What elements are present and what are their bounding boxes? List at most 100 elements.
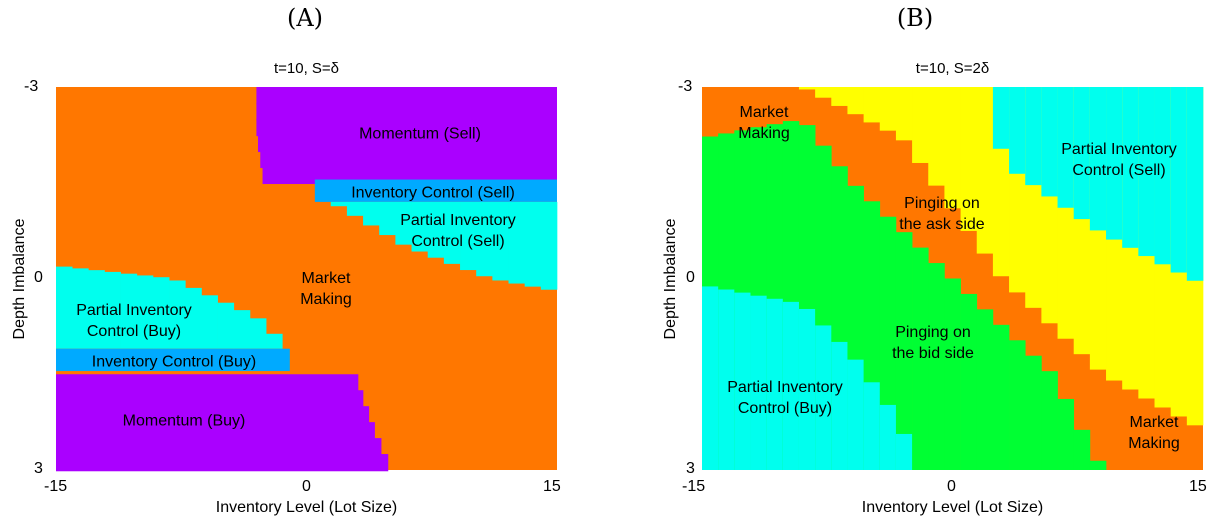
- region-cell: [879, 87, 897, 131]
- region-cell: [1089, 460, 1107, 470]
- region-cell: [992, 87, 1010, 149]
- region-cell: [960, 87, 978, 231]
- region-cell: [260, 150, 557, 169]
- region-cell: [1073, 87, 1091, 220]
- region-cell: [1186, 87, 1204, 281]
- region-cell: [1138, 87, 1155, 257]
- region-cell: [750, 295, 767, 470]
- x-tick-label: 15: [1189, 478, 1207, 495]
- region-cell: [1041, 87, 1058, 197]
- region-cell: [815, 87, 832, 98]
- region-cell: [152, 277, 170, 349]
- x-tick-label: 15: [543, 478, 561, 495]
- region-cell: [782, 301, 800, 470]
- region-label-partial-inventory-control-buy: Partial Inventory Control (Buy): [727, 379, 843, 417]
- region-cell: [734, 292, 751, 470]
- region-cell: [201, 295, 218, 349]
- x-tick-label: -15: [44, 478, 68, 495]
- region-cell: [233, 310, 251, 349]
- region-cell: [256, 118, 557, 137]
- region-cell: [928, 87, 945, 186]
- region-cell: [1025, 87, 1042, 186]
- region-label-partial-inventory-control-buy: Partial Inventory Control (Buy): [76, 302, 192, 340]
- region-cell: [1009, 340, 1026, 470]
- region-cell: [104, 271, 121, 349]
- region-cell: [120, 273, 138, 349]
- region-cell: [976, 87, 994, 254]
- y-tick-label: 3: [686, 460, 695, 477]
- y-axis-label: Depth Imbalance: [11, 218, 28, 340]
- region-cell: [56, 348, 290, 372]
- region-cell: [912, 247, 929, 470]
- region-cell: [944, 278, 961, 470]
- x-tick-label: -15: [682, 478, 706, 495]
- region-cell: [476, 201, 493, 277]
- region-cell: [863, 87, 881, 123]
- region-label-partial-inventory-control-sell: Partial Inventory Control (Sell): [400, 212, 516, 250]
- region-cell: [56, 374, 359, 392]
- region-cell: [1025, 355, 1042, 470]
- x-axis-label: Inventory Level (Lot Size): [861, 499, 1044, 516]
- region-cell: [895, 433, 913, 470]
- y-tick-label: -3: [678, 78, 693, 95]
- region-cell: [944, 87, 961, 209]
- region-cell: [798, 308, 816, 470]
- region-cell: [831, 87, 848, 106]
- region-cell: [56, 454, 389, 472]
- region-map: [56, 87, 558, 472]
- region-cell: [1122, 87, 1139, 248]
- region-label-inventory-control-sell: Inventory Control (Sell): [351, 184, 515, 202]
- region-cell: [492, 201, 509, 281]
- chart-panel-b: (B) t=10, S=2δ -3 0 3 -15 0 15 Inventory…: [610, 0, 1220, 523]
- region-map: [702, 87, 1204, 471]
- region-cell: [72, 268, 89, 349]
- y-tick-label: 0: [34, 269, 43, 286]
- region-cell: [1057, 398, 1075, 470]
- y-tick-label: 3: [34, 460, 43, 477]
- region-cell: [540, 201, 558, 290]
- chart-title: t=10, S=2δ: [915, 60, 990, 77]
- region-cell: [330, 201, 348, 207]
- region-cell: [912, 87, 929, 163]
- chart-title: t=10, S=δ: [273, 60, 340, 77]
- region-cell: [56, 390, 364, 408]
- region-cell: [363, 201, 380, 226]
- region-label-pinging-ask: Pinging on the ask side: [899, 195, 985, 233]
- region-cell: [56, 438, 382, 456]
- region-cell: [879, 404, 897, 470]
- region-cell: [379, 201, 396, 236]
- region-cell: [395, 201, 412, 245]
- region-cell: [863, 382, 881, 470]
- region-cell: [88, 270, 105, 349]
- region-cell: [256, 102, 557, 121]
- panel-label: (B): [896, 4, 934, 32]
- region-cell: [1089, 87, 1107, 231]
- region-cell: [257, 134, 557, 153]
- region-cell: [524, 201, 542, 287]
- region-cell: [895, 87, 913, 141]
- region-cell: [56, 266, 73, 349]
- region-cell: [992, 324, 1010, 470]
- region-cell: [1009, 87, 1026, 174]
- region-cell: [136, 275, 154, 349]
- y-axis-label: Depth Imbalance: [662, 218, 679, 340]
- region-label-partial-inventory-control-sell: Partial Inventory Control (Sell): [1061, 141, 1177, 179]
- region-cell: [1154, 87, 1172, 265]
- panel-label: (A): [286, 4, 324, 32]
- region-cell: [847, 359, 864, 470]
- region-cell: [217, 302, 235, 349]
- region-cell: [1073, 429, 1091, 470]
- region-cell: [56, 422, 375, 440]
- region-cell: [427, 201, 445, 258]
- region-cell: [1170, 87, 1188, 273]
- region-cell: [976, 309, 994, 470]
- region-label-market-making: Market Making: [300, 270, 352, 308]
- chart-panel-a: (A) t=10, S=δ -3 0 3 -15 0 15 Inventory …: [11, 4, 561, 516]
- region-cell: [256, 87, 557, 105]
- region-cell: [847, 87, 864, 115]
- region-cell: [798, 87, 816, 90]
- region-cell: [443, 201, 461, 264]
- region-cell: [815, 325, 832, 470]
- region-label-market-making-top: Market Making: [738, 104, 790, 142]
- region-cell: [960, 293, 978, 470]
